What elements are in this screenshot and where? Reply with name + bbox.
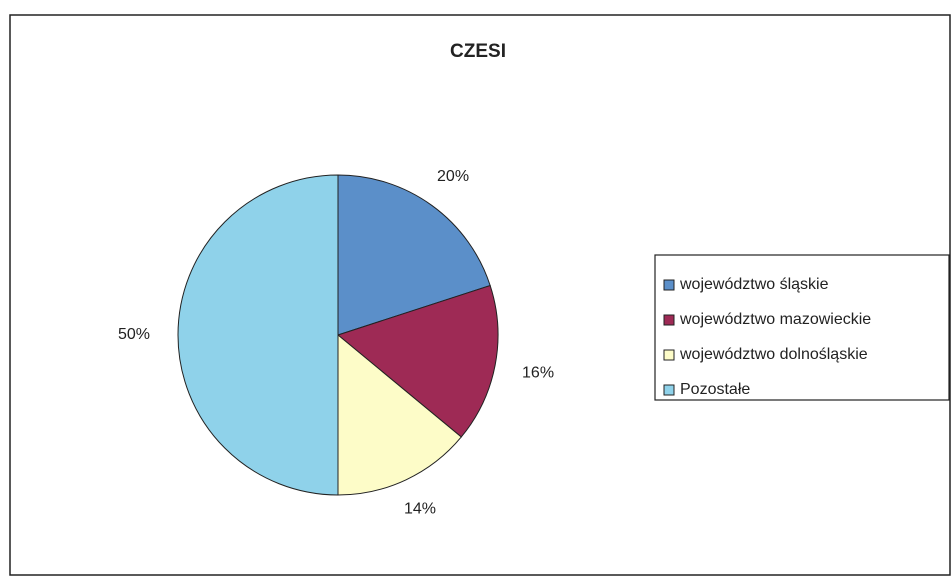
- pie-slice: [337, 174, 491, 336]
- legend-swatch: [663, 279, 675, 291]
- pie-slice: [337, 333, 462, 496]
- data-label: 20%: [437, 168, 469, 185]
- chart-title: CZESI: [450, 41, 506, 62]
- data-label: 14%: [404, 500, 436, 517]
- legend-swatch: [663, 314, 675, 326]
- legend-label: województwo mazowieckie: [679, 311, 871, 328]
- legend-box: [654, 254, 950, 401]
- data-label: 50%: [118, 326, 150, 343]
- pie-slice: [336, 284, 499, 438]
- legend-label: województwo śląskie: [679, 276, 829, 293]
- legend-label: województwo dolnośląskie: [679, 346, 868, 363]
- legend-swatch: [663, 349, 675, 361]
- legend-label: Pozostałe: [680, 381, 750, 398]
- legend-swatch: [663, 384, 675, 396]
- pie-slice: [177, 174, 339, 496]
- data-label: 16%: [522, 364, 554, 381]
